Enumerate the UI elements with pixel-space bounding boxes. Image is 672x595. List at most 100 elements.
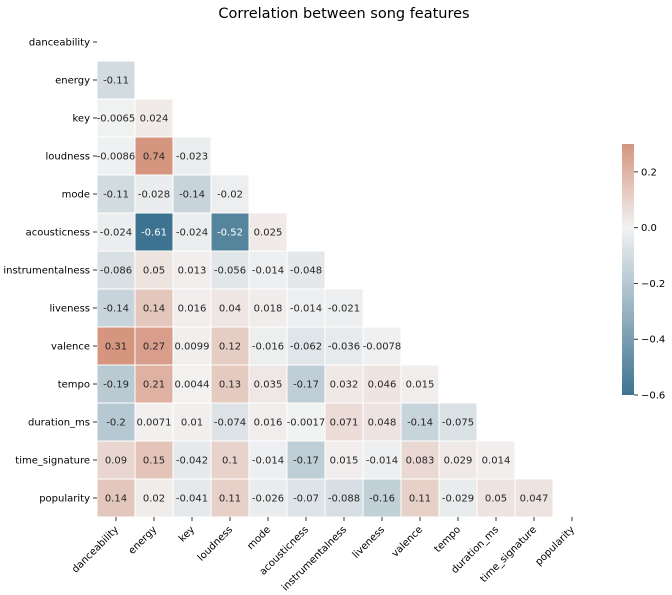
heatmap-cell (210, 174, 250, 214)
cell-value-label: 0.015 (406, 380, 435, 391)
heatmap-cell (172, 478, 212, 518)
x-tick-label: tempo (433, 524, 464, 555)
cell-value-label: 0.27 (143, 342, 165, 353)
y-tick-label: liveness (49, 304, 90, 315)
cell-value-label: -0.14 (103, 304, 129, 315)
cell-value-label: 0.032 (330, 380, 359, 391)
cell-value-label: -0.0017 (287, 418, 326, 429)
cell-value-label: 0.04 (219, 304, 241, 315)
colorbar-tick-label: −0.2 (641, 279, 665, 290)
heatmap-cell (210, 478, 250, 518)
cell-value-label: -0.0078 (363, 342, 402, 353)
cell-value-label: 0.013 (178, 266, 207, 277)
cell-value-label: -0.036 (328, 342, 360, 353)
heatmap-cell (210, 212, 250, 252)
heatmap-cell (96, 364, 136, 404)
heatmap-cell (172, 326, 212, 366)
cell-value-label: 0.21 (143, 380, 165, 391)
x-tick-label: instrumentalness (280, 524, 349, 593)
cell-value-label: -0.11 (103, 76, 129, 87)
y-tick-label: loudness (46, 152, 91, 163)
cell-value-label: -0.026 (252, 494, 284, 505)
cell-value-label: 0.016 (254, 418, 283, 429)
cell-value-label: 0.09 (105, 456, 127, 467)
cell-value-label: -0.17 (293, 380, 319, 391)
cell-value-label: -0.07 (293, 494, 319, 505)
cell-value-label: -0.014 (366, 456, 398, 467)
colorbar (622, 144, 634, 395)
y-tick-label: energy (55, 76, 90, 87)
heatmap-cell (400, 402, 440, 442)
heatmap-cell (286, 440, 326, 480)
x-tick-label: liveness (351, 524, 387, 560)
heatmap-cell (324, 478, 364, 518)
cell-value-label: -0.014 (252, 456, 284, 467)
cell-value-label: -0.14 (179, 190, 205, 201)
heatmap-cell (248, 250, 288, 290)
cell-value-label: 0.74 (143, 152, 165, 163)
cell-value-label: 0.11 (409, 494, 431, 505)
y-tick-label: time_signature (15, 456, 90, 467)
cell-value-label: 0.046 (368, 380, 397, 391)
cell-value-label: -0.023 (176, 152, 208, 163)
heatmap-cell (362, 478, 402, 518)
heatmap-cell (172, 250, 212, 290)
x-tick-label: energy (127, 524, 159, 556)
cell-value-label: -0.042 (176, 456, 208, 467)
heatmap-cell (324, 288, 364, 328)
colorbar-ticks: 0.2 0.0 −0.2 −0.4 −0.6 (634, 167, 665, 402)
heatmap-cell (134, 174, 174, 214)
heatmap-cell (210, 250, 250, 290)
cell-value-label: 0.14 (105, 494, 127, 505)
colorbar-tick-label: −0.6 (641, 391, 665, 402)
cell-value-label: -0.52 (217, 228, 243, 239)
heatmap-cell (286, 250, 326, 290)
cell-value-label: 0.035 (254, 380, 283, 391)
heatmap-cell (96, 478, 136, 518)
heatmap-cell (286, 288, 326, 328)
y-tick-label: duration_ms (28, 418, 90, 429)
heatmap-cell (96, 440, 136, 480)
cell-value-label: -0.14 (407, 418, 433, 429)
heatmap-cell (210, 440, 250, 480)
cell-value-label: 0.018 (254, 304, 283, 315)
heatmap-cell (134, 402, 174, 442)
cell-value-label: 0.01 (181, 418, 203, 429)
colorbar-tick-label: 0.0 (641, 223, 657, 234)
heatmap-cell (438, 478, 478, 518)
cell-value-label: -0.17 (293, 456, 319, 467)
cell-value-label: -0.16 (369, 494, 395, 505)
y-tick-label: tempo (58, 380, 90, 391)
cell-value-label: 0.024 (140, 114, 169, 125)
heatmap-cell (134, 288, 174, 328)
heatmap-cell (400, 364, 440, 404)
cell-value-label: 0.14 (143, 304, 165, 315)
cell-value-label: 0.05 (485, 494, 507, 505)
x-tick-label: loudness (196, 524, 235, 563)
heatmap-cell (134, 250, 174, 290)
heatmap-cell (172, 402, 212, 442)
heatmap-cell (286, 478, 326, 518)
cell-value-label: -0.2 (106, 418, 126, 429)
heatmap-cell (134, 478, 174, 518)
cell-value-label: -0.0065 (97, 114, 136, 125)
cell-value-label: 0.025 (254, 228, 283, 239)
cell-value-label: 0.0044 (175, 380, 210, 391)
x-tick-label: danceability (70, 524, 121, 575)
x-tick-label: valence (390, 524, 425, 559)
cell-value-label: -0.074 (214, 418, 246, 429)
cell-value-label: -0.021 (328, 304, 360, 315)
heatmap-cell (476, 440, 516, 480)
heatmap-cell (286, 402, 326, 442)
heatmap-cell (96, 288, 136, 328)
cell-value-label: -0.048 (290, 266, 322, 277)
cell-value-label: 0.31 (105, 342, 127, 353)
heatmap-cell (96, 326, 136, 366)
heatmap-cell (438, 402, 478, 442)
cell-value-label: 0.1 (222, 456, 238, 467)
heatmap-cell (362, 402, 402, 442)
heatmap-cell (172, 136, 212, 176)
cell-value-label: 0.05 (143, 266, 165, 277)
